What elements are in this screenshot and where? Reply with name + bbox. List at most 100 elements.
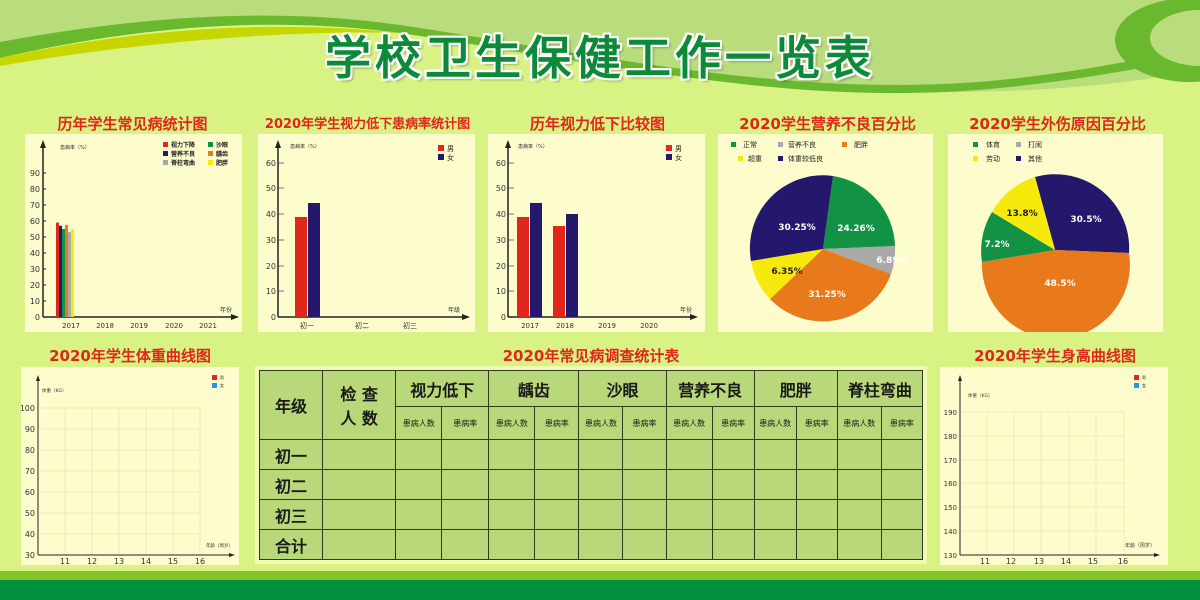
svg-text:年龄（周岁）: 年龄（周岁） bbox=[206, 542, 233, 549]
header-checked-count: 检 查人 数 bbox=[322, 370, 397, 440]
svg-text:体重（KG）: 体重（KG） bbox=[968, 392, 992, 399]
svg-text:170: 170 bbox=[944, 457, 957, 465]
svg-text:2017: 2017 bbox=[62, 322, 80, 330]
panel-common-disease: 历年学生常见病统计图 0 10 20 30 40 50 60 70 80 90 患病率（%） … bbox=[20, 108, 245, 336]
cell bbox=[395, 469, 443, 500]
cell bbox=[711, 439, 755, 470]
subheader-count: 患病人数 bbox=[753, 406, 797, 440]
svg-text:年级: 年级 bbox=[448, 306, 460, 314]
cell bbox=[578, 529, 624, 560]
subheader-count: 患病人数 bbox=[836, 406, 882, 440]
svg-text:70: 70 bbox=[25, 467, 35, 476]
svg-text:11: 11 bbox=[60, 557, 70, 565]
cell bbox=[665, 499, 713, 530]
cell bbox=[753, 499, 797, 530]
svg-text:50: 50 bbox=[496, 184, 506, 193]
svg-text:180: 180 bbox=[944, 433, 957, 441]
svg-text:视力下降: 视力下降 bbox=[171, 141, 196, 149]
svg-text:女: 女 bbox=[1142, 382, 1146, 388]
svg-text:60: 60 bbox=[496, 159, 506, 168]
svg-text:打闹: 打闹 bbox=[1028, 140, 1042, 149]
chart-title: 2020年学生视力低下患病率统计图 bbox=[264, 117, 471, 132]
svg-text:肥胖: 肥胖 bbox=[854, 140, 868, 149]
svg-text:30: 30 bbox=[496, 236, 506, 245]
svg-text:31.25%: 31.25% bbox=[808, 290, 846, 300]
table-row: 初二 bbox=[258, 469, 924, 500]
svg-text:7.2%: 7.2% bbox=[985, 240, 1010, 250]
svg-text:20: 20 bbox=[496, 262, 506, 271]
svg-text:2020: 2020 bbox=[165, 322, 183, 330]
chart-title: 历年视力低下比较图 bbox=[529, 115, 665, 133]
panel-vision-compare: 历年视力低下比较图 0 10 20 30 40 50 60 患病率（%） 年份 2017 2… bbox=[485, 108, 710, 336]
svg-text:男: 男 bbox=[447, 145, 454, 153]
svg-text:140: 140 bbox=[944, 528, 957, 536]
subheader-count: 患病人数 bbox=[665, 406, 713, 440]
cell bbox=[622, 469, 667, 500]
svg-text:正常: 正常 bbox=[743, 140, 757, 149]
svg-text:40: 40 bbox=[266, 210, 276, 219]
svg-text:50: 50 bbox=[25, 509, 35, 518]
svg-text:160: 160 bbox=[944, 480, 957, 488]
svg-text:13.8%: 13.8% bbox=[1006, 209, 1037, 219]
cell bbox=[753, 439, 797, 470]
cell bbox=[322, 439, 397, 470]
svg-text:13: 13 bbox=[114, 557, 124, 565]
row-label: 初二 bbox=[258, 469, 324, 500]
cell bbox=[753, 529, 797, 560]
cell bbox=[795, 439, 838, 470]
svg-text:女: 女 bbox=[220, 382, 224, 388]
svg-text:6.35%: 6.35% bbox=[771, 267, 802, 277]
svg-text:11: 11 bbox=[980, 557, 990, 565]
subheader-count: 患病人数 bbox=[578, 406, 624, 440]
cell bbox=[322, 499, 397, 530]
svg-text:体重较低良: 体重较低良 bbox=[788, 154, 823, 163]
svg-text:30: 30 bbox=[266, 236, 276, 245]
svg-text:90: 90 bbox=[30, 169, 40, 178]
cell bbox=[622, 499, 667, 530]
svg-text:龋齿: 龋齿 bbox=[216, 150, 228, 158]
svg-text:劳动: 劳动 bbox=[986, 154, 1000, 163]
svg-text:超重: 超重 bbox=[748, 154, 762, 163]
cell bbox=[753, 469, 797, 500]
panel-vision-2020: 2020年学生视力低下患病率统计图 0 10 20 30 40 50 60 患病率（%） … bbox=[255, 108, 480, 336]
cell bbox=[441, 529, 490, 560]
svg-text:2018: 2018 bbox=[556, 322, 574, 330]
svg-text:13: 13 bbox=[1034, 557, 1044, 565]
svg-text:16: 16 bbox=[195, 557, 205, 565]
header-checked-l1: 检 查 bbox=[340, 385, 378, 404]
header-disease-caries: 龋齿 bbox=[488, 370, 580, 407]
svg-text:50: 50 bbox=[266, 184, 276, 193]
cell bbox=[795, 499, 838, 530]
cell bbox=[322, 529, 397, 560]
cell bbox=[880, 499, 924, 530]
svg-text:10: 10 bbox=[266, 287, 276, 296]
svg-text:体育: 体育 bbox=[986, 140, 1000, 149]
svg-text:患病率（%）: 患病率（%） bbox=[290, 143, 320, 150]
cell bbox=[836, 529, 882, 560]
chart-vision-2020: 0 10 20 30 40 50 60 患病率（%） 年级 初一 初二 初三 男 女 bbox=[258, 134, 475, 332]
svg-text:患病率（%）: 患病率（%） bbox=[60, 144, 90, 151]
svg-text:沙眼: 沙眼 bbox=[216, 141, 228, 149]
table-row: 初一 bbox=[258, 439, 924, 470]
svg-text:80: 80 bbox=[25, 446, 35, 455]
survey-table: 年级 检 查人 数 视力低下 龋齿 沙眼 营养不良 肥胖 脊柱弯曲 患病人数 患… bbox=[258, 370, 924, 560]
svg-text:10: 10 bbox=[496, 287, 506, 296]
svg-text:40: 40 bbox=[30, 249, 40, 258]
cell bbox=[322, 469, 397, 500]
subheader-rate: 患病率 bbox=[534, 406, 580, 440]
svg-text:10: 10 bbox=[30, 297, 40, 306]
svg-text:50: 50 bbox=[30, 233, 40, 242]
chart-vision-compare: 0 10 20 30 40 50 60 患病率（%） 年份 2017 2018 2019 202… bbox=[488, 134, 705, 332]
cell bbox=[395, 499, 443, 530]
svg-text:130: 130 bbox=[944, 552, 957, 560]
svg-text:初二: 初二 bbox=[355, 321, 369, 330]
cell bbox=[488, 469, 536, 500]
cell bbox=[665, 439, 713, 470]
cell bbox=[711, 499, 755, 530]
svg-text:90: 90 bbox=[25, 425, 35, 434]
svg-text:190: 190 bbox=[944, 409, 957, 417]
svg-text:70: 70 bbox=[30, 201, 40, 210]
svg-text:30.25%: 30.25% bbox=[778, 223, 816, 233]
svg-text:12: 12 bbox=[87, 557, 97, 565]
header-checked-l2: 人 数 bbox=[340, 409, 378, 428]
